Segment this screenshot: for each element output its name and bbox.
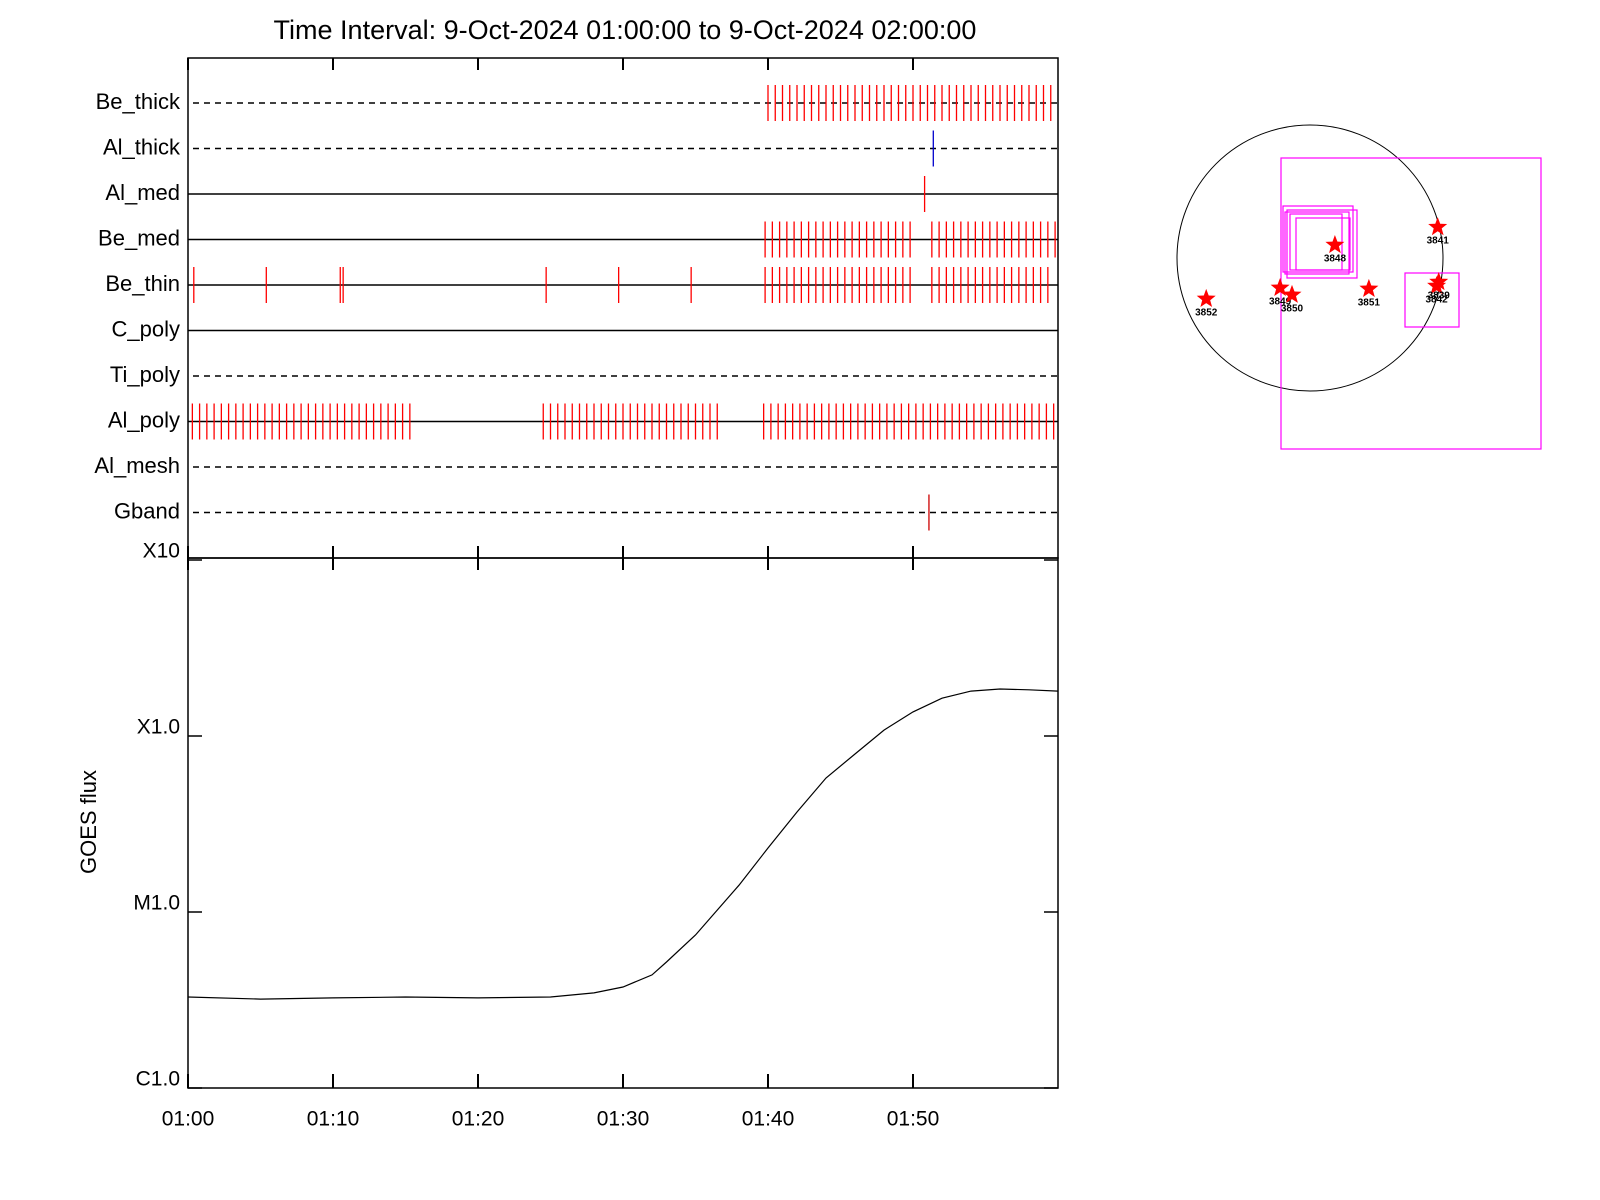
- region-star: [1270, 277, 1290, 296]
- row-label: Be_med: [98, 225, 180, 250]
- region-star: [1359, 278, 1379, 297]
- x-tick-label: 01:50: [887, 1108, 940, 1131]
- fov-box: [1282, 205, 1354, 273]
- region-label: 3848: [1324, 254, 1347, 265]
- region-label: 3850: [1281, 303, 1304, 314]
- x-tick-label: 01:00: [162, 1108, 215, 1131]
- chart-title: Time Interval: 9-Oct-2024 01:00:00 to 9-…: [274, 15, 977, 45]
- y-tick-label: C1.0: [136, 1068, 180, 1091]
- row-label: Al_thick: [103, 134, 181, 159]
- row-label: Ti_poly: [110, 362, 180, 387]
- fov-box: [1280, 157, 1542, 450]
- event-frame: [187, 57, 1059, 559]
- region-label: 3839: [1428, 291, 1451, 302]
- region-star: [1196, 288, 1216, 307]
- fov-box: [1295, 217, 1351, 271]
- region-star: [1325, 235, 1345, 254]
- region-label: 3842: [1426, 295, 1449, 306]
- row-label: Al_poly: [108, 407, 180, 432]
- row-label: Al_mesh: [94, 453, 180, 478]
- y-tick-label: X1.0: [137, 716, 180, 739]
- y-tick-label: M1.0: [133, 892, 180, 915]
- row-label: Gband: [114, 498, 180, 523]
- region-label: 3841: [1427, 236, 1450, 247]
- fov-box: [1286, 209, 1358, 279]
- row-label: Be_thick: [96, 89, 181, 114]
- region-star: [1282, 284, 1302, 303]
- flux-line: [187, 688, 1059, 1000]
- solar-disk: [1176, 124, 1444, 392]
- fov-box: [1284, 211, 1350, 275]
- x-tick-label: 01:30: [597, 1108, 650, 1131]
- y-tick-label: X10: [143, 540, 180, 563]
- y-axis-label: GOES flux: [76, 770, 101, 874]
- region-star: [1429, 272, 1449, 291]
- region-label: 3851: [1358, 298, 1381, 309]
- x-tick-label: 01:20: [452, 1108, 505, 1131]
- row-label: C_poly: [112, 316, 180, 341]
- fov-boxes: [1280, 157, 1542, 450]
- flux-frame: [187, 557, 1059, 1089]
- row-label: Al_med: [105, 180, 180, 205]
- region-label: 3852: [1195, 308, 1218, 319]
- x-tick-label: 01:40: [742, 1108, 795, 1131]
- region-label: 3849: [1269, 297, 1292, 308]
- x-tick-label: 01:10: [307, 1108, 360, 1131]
- region-star: [1428, 217, 1448, 236]
- row-label: Be_thin: [105, 271, 180, 296]
- fov-box: [1404, 272, 1460, 328]
